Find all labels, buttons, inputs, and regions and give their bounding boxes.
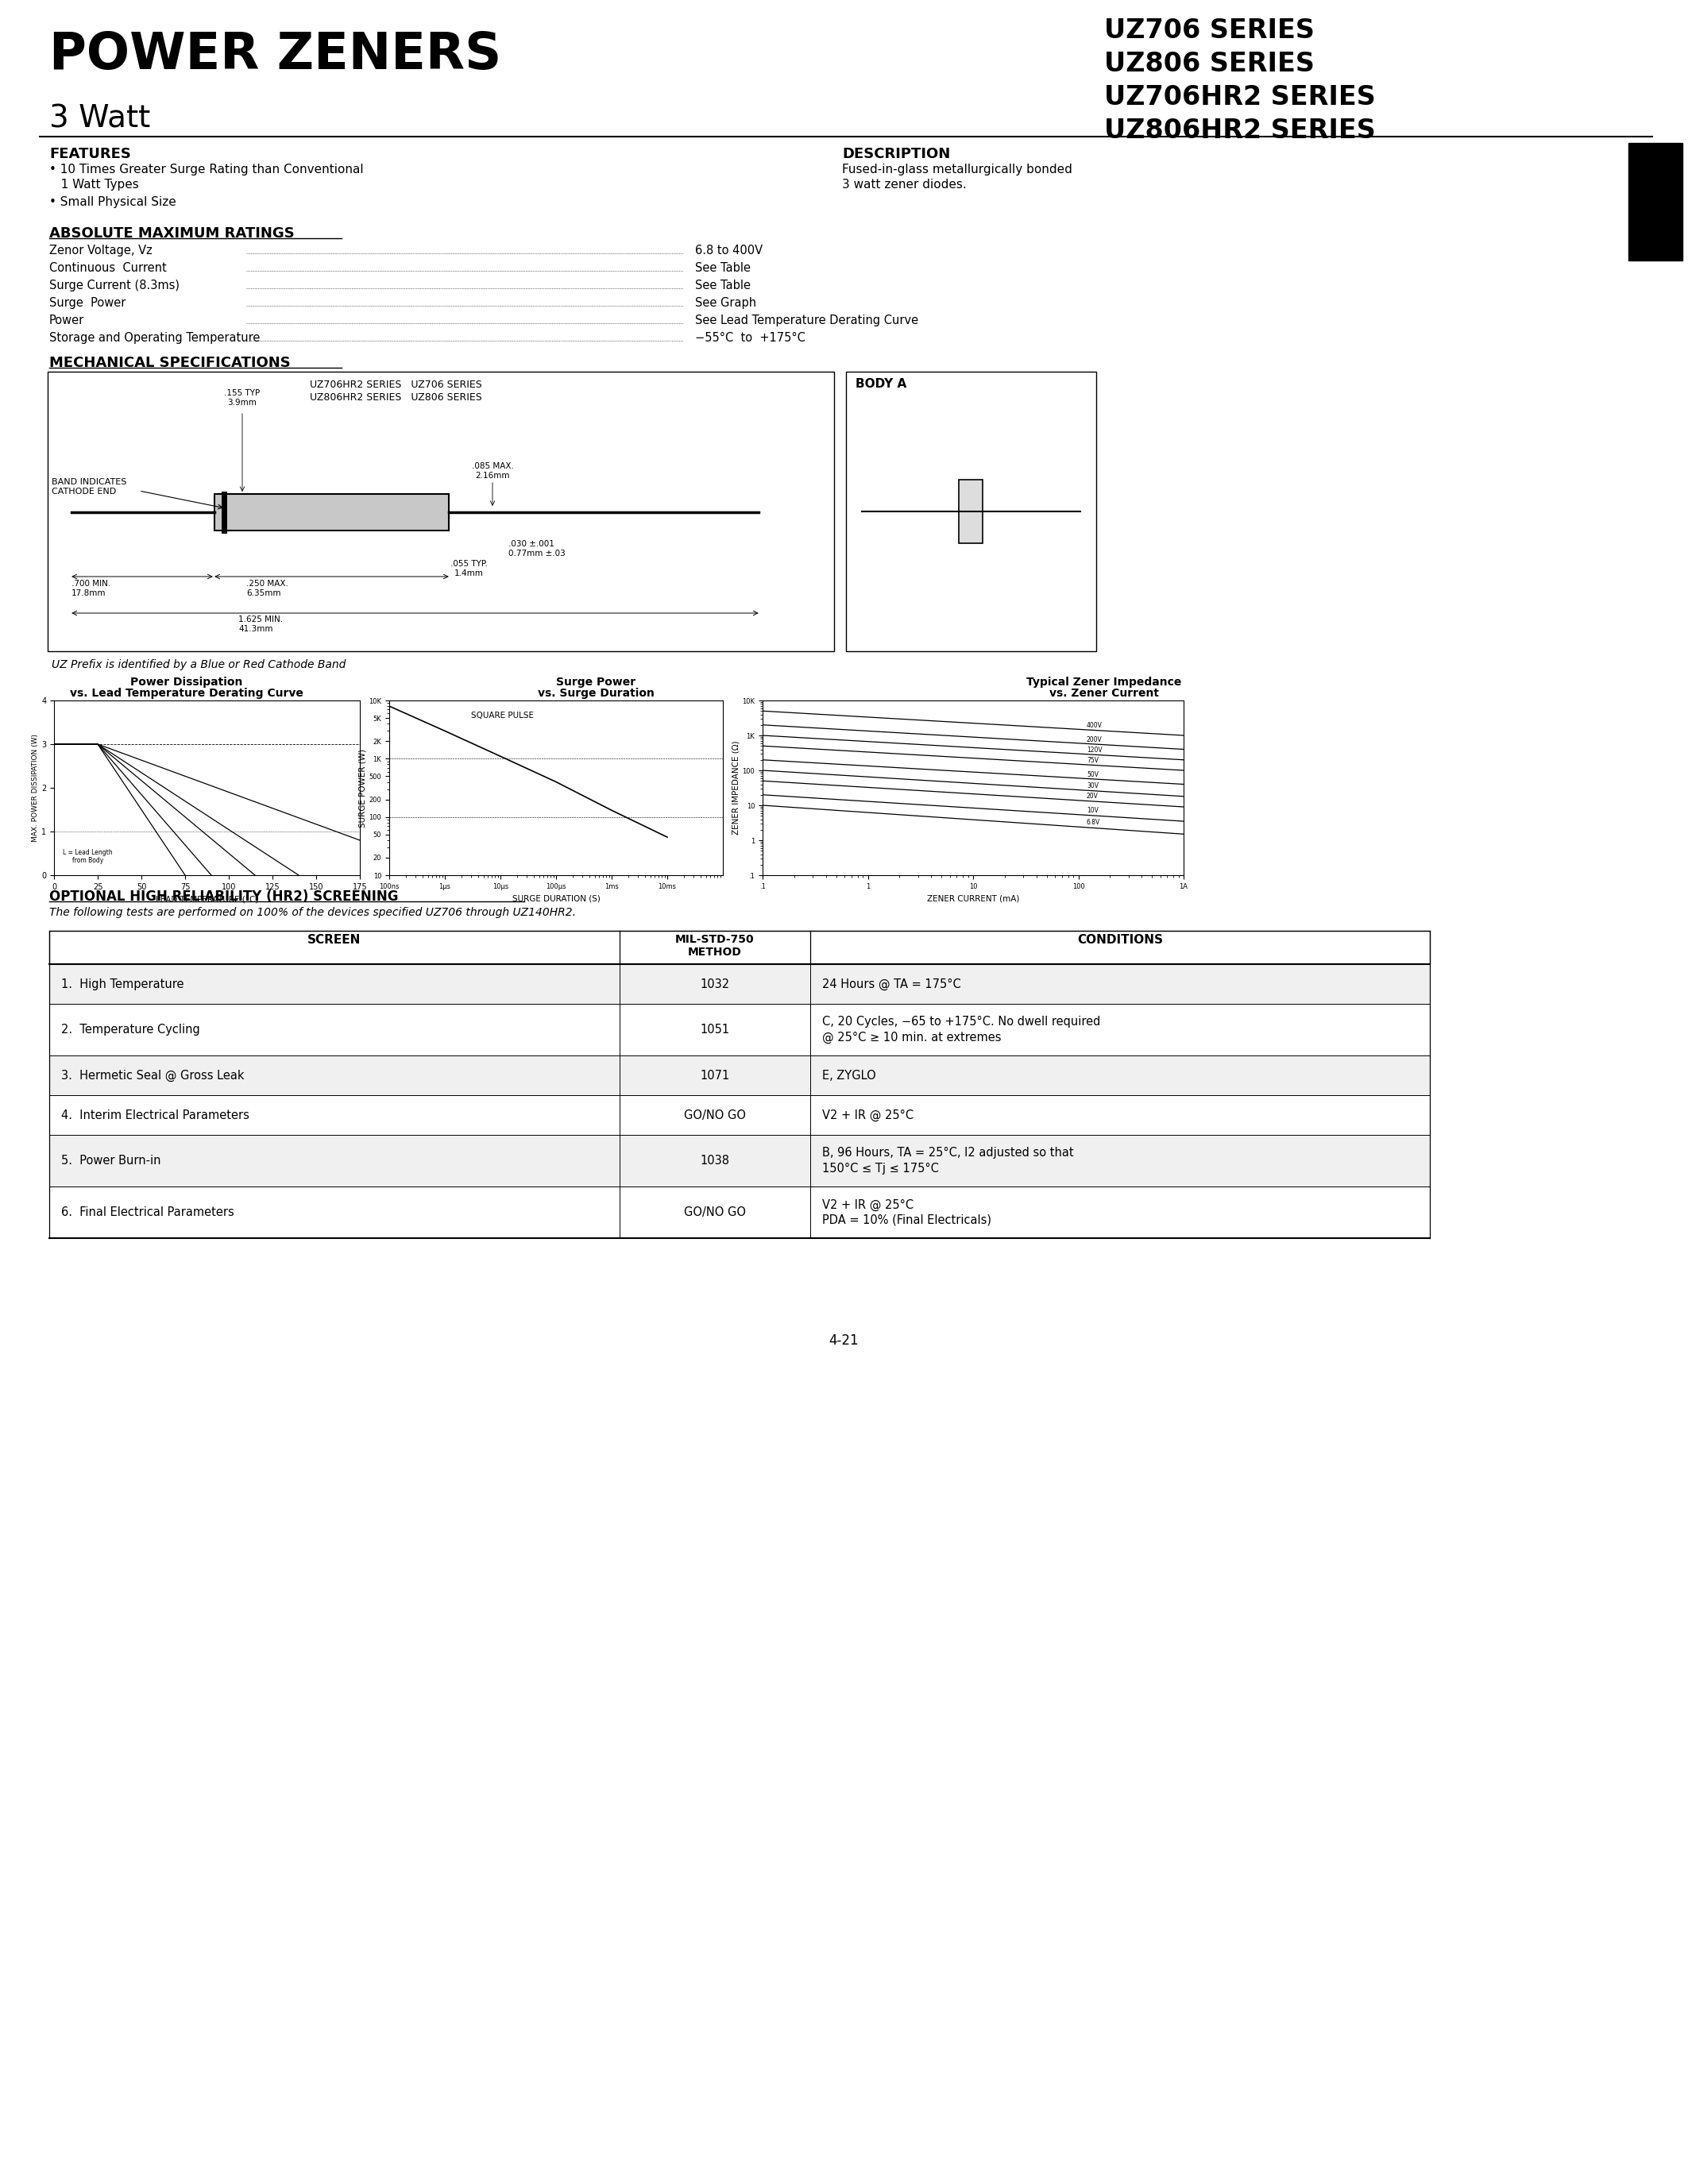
Bar — [49, 1136, 1430, 1186]
Text: GO/NO GO: GO/NO GO — [684, 1206, 746, 1219]
Text: UZ806HR2 SERIES: UZ806HR2 SERIES — [1104, 118, 1376, 144]
Text: CONDITIONS: CONDITIONS — [1077, 935, 1163, 946]
Text: ABSOLUTE MAXIMUM RATINGS: ABSOLUTE MAXIMUM RATINGS — [49, 227, 294, 240]
Text: • 10 Times Greater Surge Rating than Conventional: • 10 Times Greater Surge Rating than Con… — [49, 164, 363, 175]
Text: 75V: 75V — [1087, 758, 1099, 764]
Text: C, 20 Cycles, −65 to +175°C. No dwell required
@ 25°C ≥ 10 min. at extremes: C, 20 Cycles, −65 to +175°C. No dwell re… — [822, 1016, 1101, 1044]
Text: 1071: 1071 — [701, 1070, 729, 1081]
Text: 1.625 MIN.
41.3mm: 1.625 MIN. 41.3mm — [238, 616, 284, 633]
Text: V2 + IR @ 25°C: V2 + IR @ 25°C — [822, 1109, 913, 1120]
Text: UZ Prefix is identified by a Blue or Red Cathode Band: UZ Prefix is identified by a Blue or Red… — [52, 660, 346, 670]
Bar — [49, 1055, 1430, 1094]
Text: Surge Current (8.3ms): Surge Current (8.3ms) — [49, 280, 179, 290]
Bar — [1629, 142, 1683, 260]
Text: 4-21: 4-21 — [829, 1334, 859, 1348]
Text: 4.  Interim Electrical Parameters: 4. Interim Electrical Parameters — [61, 1109, 250, 1120]
Bar — [47, 371, 834, 651]
Text: SCREEN: SCREEN — [307, 935, 361, 946]
Text: 3 watt zener diodes.: 3 watt zener diodes. — [842, 179, 967, 190]
Text: B, 96 Hours, TA = 25°C, I2 adjusted so that
150°C ≤ Tj ≤ 175°C: B, 96 Hours, TA = 25°C, I2 adjusted so t… — [822, 1147, 1074, 1175]
Text: OPTIONAL HIGH RELIABILITY (HR2) SCREENING: OPTIONAL HIGH RELIABILITY (HR2) SCREENIN… — [49, 889, 398, 904]
Y-axis label: ZENER IMPEDANCE (Ω): ZENER IMPEDANCE (Ω) — [733, 740, 739, 834]
Text: 6.8 to 400V: 6.8 to 400V — [695, 245, 763, 256]
Text: The following tests are performed on 100% of the devices specified UZ706 through: The following tests are performed on 100… — [49, 906, 576, 917]
Text: E, ZYGLO: E, ZYGLO — [822, 1070, 876, 1081]
Text: .700 MIN.
17.8mm: .700 MIN. 17.8mm — [71, 579, 111, 596]
Text: vs. Surge Duration: vs. Surge Duration — [537, 688, 655, 699]
Bar — [49, 1186, 1430, 1238]
Bar — [49, 1005, 1430, 1055]
Text: 50V: 50V — [1087, 771, 1099, 778]
Text: DESCRIPTION: DESCRIPTION — [842, 146, 950, 162]
Text: Storage and Operating Temperature: Storage and Operating Temperature — [49, 332, 260, 343]
Text: vs. Lead Temperature Derating Curve: vs. Lead Temperature Derating Curve — [69, 688, 304, 699]
Text: 200V: 200V — [1087, 736, 1102, 743]
Text: 1 Watt Types: 1 Watt Types — [49, 179, 138, 190]
Text: Surge Power: Surge Power — [555, 677, 635, 688]
X-axis label: SURGE DURATION (S): SURGE DURATION (S) — [511, 895, 601, 902]
X-axis label: LEAD TEMPERATURE (°C): LEAD TEMPERATURE (°C) — [155, 895, 258, 904]
Text: UZ706HR2 SERIES   UZ706 SERIES
UZ806HR2 SERIES   UZ806 SERIES: UZ706HR2 SERIES UZ706 SERIES UZ806HR2 SE… — [311, 380, 483, 402]
Text: Surge  Power: Surge Power — [49, 297, 127, 308]
Text: −55°C  to  +175°C: −55°C to +175°C — [695, 332, 805, 343]
Text: Fused-in-glass metallurgically bonded: Fused-in-glass metallurgically bonded — [842, 164, 1072, 175]
Text: POWER ZENERS: POWER ZENERS — [49, 31, 501, 79]
Text: 1.  High Temperature: 1. High Temperature — [61, 978, 184, 989]
Text: SQUARE PULSE: SQUARE PULSE — [471, 712, 533, 719]
Text: Power Dissipation: Power Dissipation — [130, 677, 243, 688]
Text: UZ706 SERIES: UZ706 SERIES — [1104, 17, 1315, 44]
Text: See Table: See Table — [695, 262, 751, 273]
Bar — [49, 930, 1430, 963]
Text: MIL-STD-750
METHOD: MIL-STD-750 METHOD — [675, 935, 755, 957]
Text: See Graph: See Graph — [695, 297, 756, 308]
Text: FEATURES: FEATURES — [49, 146, 132, 162]
Text: 6.8V: 6.8V — [1087, 819, 1101, 826]
Text: UZ806 SERIES: UZ806 SERIES — [1104, 50, 1315, 76]
Text: V2 + IR @ 25°C
PDA = 10% (Final Electricals): V2 + IR @ 25°C PDA = 10% (Final Electric… — [822, 1199, 991, 1225]
Text: Power: Power — [49, 314, 84, 325]
Text: 5.  Power Burn-in: 5. Power Burn-in — [61, 1155, 160, 1166]
Text: See Lead Temperature Derating Curve: See Lead Temperature Derating Curve — [695, 314, 918, 325]
Text: 6.  Final Electrical Parameters: 6. Final Electrical Parameters — [61, 1206, 235, 1219]
Bar — [959, 480, 982, 544]
Text: L = Lead Length
     from Body: L = Lead Length from Body — [62, 850, 113, 865]
X-axis label: ZENER CURRENT (mA): ZENER CURRENT (mA) — [927, 895, 1020, 902]
Text: 2.  Temperature Cycling: 2. Temperature Cycling — [61, 1024, 199, 1035]
Text: 10V: 10V — [1087, 808, 1099, 815]
Text: Zenor Voltage, Vz: Zenor Voltage, Vz — [49, 245, 152, 256]
Text: Typical Zener Impedance: Typical Zener Impedance — [1026, 677, 1182, 688]
Text: Continuous  Current: Continuous Current — [49, 262, 167, 273]
Bar — [49, 1094, 1430, 1136]
Bar — [49, 963, 1430, 1005]
Text: MECHANICAL SPECIFICATIONS: MECHANICAL SPECIFICATIONS — [49, 356, 290, 369]
Text: UZ706HR2 SERIES: UZ706HR2 SERIES — [1104, 85, 1376, 111]
Bar — [214, 494, 449, 531]
Text: .250 MAX.
6.35mm: .250 MAX. 6.35mm — [246, 579, 289, 596]
Text: 30V: 30V — [1087, 782, 1099, 791]
Text: 120V: 120V — [1087, 747, 1102, 753]
Text: 1051: 1051 — [701, 1024, 729, 1035]
Text: See Table: See Table — [695, 280, 751, 290]
Text: .055 TYP.
1.4mm: .055 TYP. 1.4mm — [451, 559, 488, 577]
Text: BAND INDICATES
CATHODE END: BAND INDICATES CATHODE END — [52, 478, 127, 496]
Text: .155 TYP
3.9mm: .155 TYP 3.9mm — [225, 389, 260, 406]
Y-axis label: MAX. POWER DISSIPATION (W): MAX. POWER DISSIPATION (W) — [32, 734, 39, 841]
Y-axis label: SURGE POWER (W): SURGE POWER (W) — [358, 749, 366, 828]
Text: 4: 4 — [1639, 179, 1671, 225]
Text: 20V: 20V — [1087, 793, 1099, 799]
Text: 1032: 1032 — [701, 978, 729, 989]
Text: • Small Physical Size: • Small Physical Size — [49, 197, 176, 207]
Text: 1038: 1038 — [701, 1155, 729, 1166]
Text: 400V: 400V — [1087, 723, 1102, 729]
Text: 24 Hours @ TA = 175°C: 24 Hours @ TA = 175°C — [822, 978, 960, 989]
Text: .085 MAX.
2.16mm: .085 MAX. 2.16mm — [471, 463, 513, 478]
Text: .030 ±.001
0.77mm ±.03: .030 ±.001 0.77mm ±.03 — [508, 539, 565, 557]
Text: 3 Watt: 3 Watt — [49, 103, 150, 133]
Bar — [846, 371, 1096, 651]
Text: 3.  Hermetic Seal @ Gross Leak: 3. Hermetic Seal @ Gross Leak — [61, 1070, 245, 1081]
Text: GO/NO GO: GO/NO GO — [684, 1109, 746, 1120]
Text: vs. Zener Current: vs. Zener Current — [1050, 688, 1160, 699]
Text: BODY A: BODY A — [856, 378, 906, 391]
